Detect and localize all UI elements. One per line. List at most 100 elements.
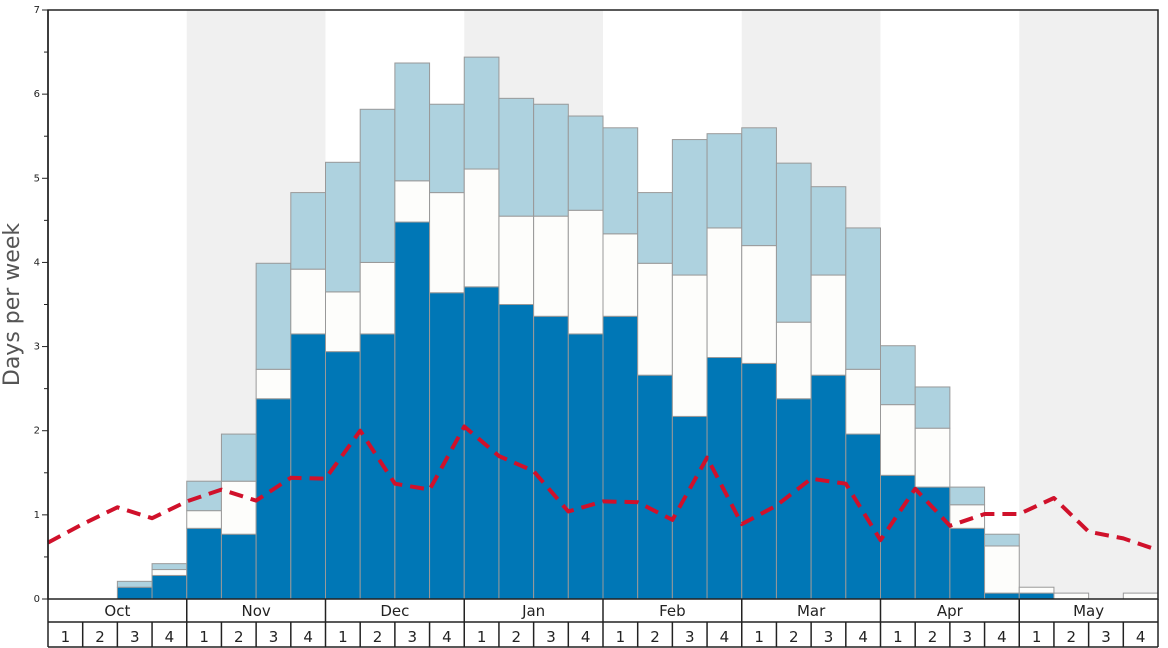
- week-label: 1: [199, 628, 209, 646]
- week-label: 2: [789, 628, 799, 646]
- bar-series-1-week-28: [984, 592, 1020, 600]
- y-tick-label-0: 0: [34, 594, 40, 605]
- bar-series-3-week-20: [706, 133, 743, 229]
- bar-series-3-week-23: [810, 186, 847, 276]
- week-label: 4: [303, 628, 313, 646]
- bar-series-1-week-27: [949, 527, 986, 600]
- bar-series-2-week-23: [810, 274, 847, 376]
- bar-series-1-week-19: [671, 415, 708, 600]
- week-label: 2: [512, 628, 522, 646]
- bar-series-1-week-21: [741, 362, 777, 600]
- y-tick-label-4: 4: [34, 257, 40, 268]
- bar-series-3-week-19: [671, 139, 708, 276]
- bar-series-2-week-8: [290, 268, 326, 335]
- bar-series-2-week-10: [359, 261, 396, 335]
- bar-series-1-week-9: [325, 351, 361, 600]
- bar-series-3-week-22: [775, 162, 812, 323]
- bar-series-2-week-25: [880, 404, 916, 476]
- month-label-apr: Apr: [937, 602, 964, 620]
- bar-series-3-week-21: [741, 127, 777, 247]
- bar-series-3-week-5: [186, 480, 222, 512]
- y-tick-label-1: 1: [34, 510, 40, 521]
- bar-series-1-week-14: [498, 304, 535, 600]
- bar-series-3-week-4: [151, 563, 188, 571]
- bar-series-2-week-13: [463, 168, 500, 288]
- week-label: 1: [893, 628, 903, 646]
- week-label: 3: [685, 628, 695, 646]
- week-label: 3: [546, 628, 556, 646]
- week-label: 2: [373, 628, 383, 646]
- bar-series-2-week-17: [602, 233, 639, 317]
- bar-series-2-week-28: [984, 545, 1020, 594]
- bar-series-1-week-3: [116, 586, 153, 600]
- week-label: 2: [1067, 628, 1077, 646]
- bar-series-3-week-13: [463, 56, 500, 170]
- week-label: 2: [234, 628, 244, 646]
- bar-series-1-week-11: [394, 221, 431, 600]
- bar-series-1-week-6: [220, 533, 257, 600]
- week-label: 2: [928, 628, 938, 646]
- bar-series-1-week-10: [359, 333, 396, 600]
- bar-series-1-week-5: [186, 527, 222, 600]
- week-label: 1: [477, 628, 487, 646]
- week-label: 1: [616, 628, 626, 646]
- bar-series-2-week-29: [1018, 586, 1055, 594]
- bar-series-3-week-9: [325, 161, 361, 293]
- bar-series-3-week-12: [429, 103, 465, 194]
- bar-series-3-week-14: [498, 97, 535, 217]
- week-label: 4: [1136, 628, 1146, 646]
- month-label-mar: Mar: [797, 602, 826, 620]
- bar-series-2-week-12: [429, 192, 465, 294]
- bar-series-3-week-8: [290, 192, 326, 270]
- week-label: 3: [407, 628, 417, 646]
- bar-series-3-week-16: [567, 115, 604, 211]
- bar-series-3-week-7: [255, 262, 292, 370]
- bar-series-2-week-26: [914, 427, 951, 488]
- bar-series-2-week-30: [1053, 592, 1090, 600]
- bar-series-3-week-18: [637, 192, 673, 264]
- week-label: 1: [61, 628, 71, 646]
- bar-series-1-week-23: [810, 374, 847, 600]
- bar-series-1-week-18: [637, 374, 673, 600]
- bar-series-2-week-6: [220, 480, 257, 535]
- month-label-may: May: [1073, 602, 1104, 620]
- bar-series-1-week-16: [567, 333, 604, 600]
- week-label: 4: [858, 628, 868, 646]
- week-label: 3: [824, 628, 834, 646]
- bar-series-2-week-14: [498, 215, 535, 305]
- bar-series-1-week-29: [1018, 592, 1055, 600]
- week-label: 4: [581, 628, 591, 646]
- week-label: 3: [269, 628, 279, 646]
- bar-series-1-week-26: [914, 486, 951, 600]
- month-label-feb: Feb: [659, 602, 686, 620]
- y-axis-label: Days per week: [0, 223, 25, 386]
- month-label-jan: Jan: [521, 602, 545, 620]
- bar-series-2-week-18: [637, 262, 673, 376]
- bar-series-1-week-8: [290, 333, 326, 600]
- bar-series-1-week-22: [775, 398, 812, 600]
- week-label: 4: [165, 628, 175, 646]
- bar-series-1-week-24: [845, 433, 881, 600]
- y-tick-label-6: 6: [34, 89, 40, 100]
- week-label: 1: [1032, 628, 1042, 646]
- bar-series-2-week-5: [186, 510, 222, 529]
- bar-series-1-week-15: [533, 315, 569, 600]
- month-label-oct: Oct: [104, 602, 130, 620]
- bar-series-3-week-10: [359, 108, 396, 263]
- y-axis: 0 1 2 3 4 5 6 7: [34, 5, 49, 605]
- bar-series-1-week-12: [429, 292, 465, 600]
- week-label: 4: [720, 628, 730, 646]
- bar-series-2-week-15: [533, 215, 569, 317]
- bar-series-2-week-4: [151, 569, 188, 576]
- bar-series-3-week-17: [602, 127, 639, 235]
- y-tick-label-5: 5: [34, 173, 40, 184]
- bar-series-2-week-11: [394, 180, 431, 223]
- month-label-dec: Dec: [380, 602, 409, 620]
- month-label-nov: Nov: [241, 602, 270, 620]
- bar-series-1-week-4: [151, 574, 188, 600]
- trend-line: [47, 424, 1159, 553]
- y-tick-label-3: 3: [34, 342, 40, 353]
- week-label: 3: [962, 628, 972, 646]
- week-label: 2: [95, 628, 105, 646]
